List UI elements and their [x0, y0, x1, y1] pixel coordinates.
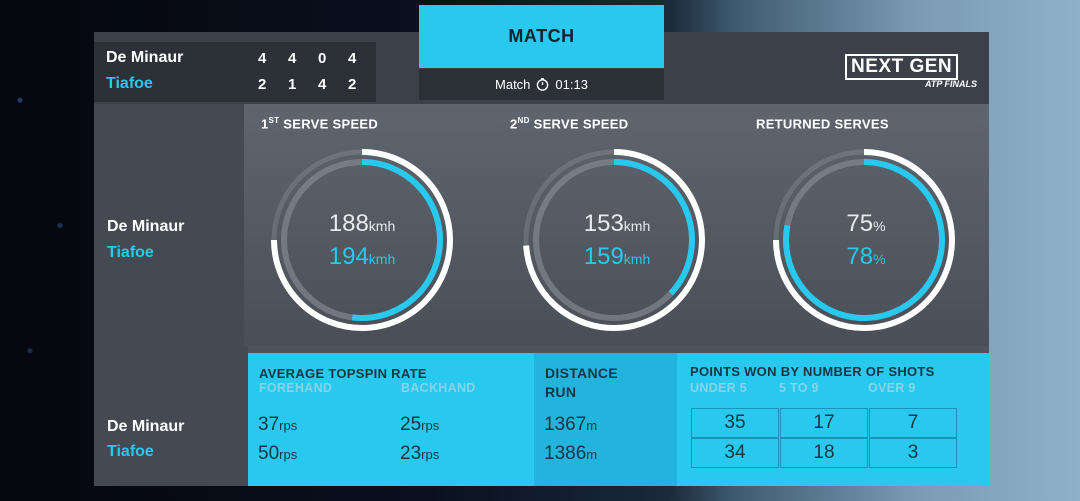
gauge-p1-arc	[271, 149, 453, 331]
gauge-player1-name: De Minaur	[107, 218, 185, 235]
gauge-title-rule	[900, 118, 976, 129]
match-time: 01:13	[555, 77, 588, 92]
logo-title: NEXT GEN	[845, 54, 959, 80]
logo-subtitle: ATP FINALS	[925, 79, 977, 89]
gauge-player-labels	[94, 104, 244, 346]
score-p1-set3: 0	[318, 50, 327, 67]
gauge3-p1-value: 75%	[846, 210, 886, 237]
col-under5: UNDER 5	[690, 381, 747, 395]
score-p2-set1: 2	[258, 76, 267, 93]
gauge-returned-serves	[773, 149, 955, 331]
gauge-p1-arc	[773, 149, 955, 331]
col-5to9: 5 TO 9	[779, 381, 819, 395]
p2-5to9: 18	[780, 438, 868, 468]
gauge-title-second-serve: 2ND SERVE SPEED	[510, 116, 629, 132]
gauge-p2-arc	[613, 159, 695, 296]
topspin-title: AVERAGE TOPSPIN RATE	[259, 366, 427, 381]
gauge-title-first-serve: 1ST SERVE SPEED	[261, 116, 379, 132]
points-card: POINTS WON BY NUMBER OF SHOTS UNDER 5 5 …	[677, 353, 989, 486]
distance-card: DISTANCE RUN 1367m 1386m	[534, 353, 677, 486]
gauge3-p2-value: 78%	[846, 243, 886, 270]
gauge-first-serve	[271, 149, 453, 331]
gauge-title-rule	[639, 118, 747, 129]
match-label: Match	[495, 77, 531, 92]
match-tab[interactable]: MATCH	[419, 5, 664, 68]
gauge1-p1-value: 188kmh	[328, 210, 396, 237]
p1-distance-value: 1367m	[544, 414, 598, 435]
gauge2-p1-value: 153kmh	[583, 210, 651, 237]
score-p1-set4: 4	[348, 50, 357, 67]
gauge-p2-arc	[783, 159, 945, 321]
gauge1-p2-value: 194kmh	[328, 243, 396, 270]
clock-icon	[537, 78, 549, 91]
score-p2-set2: 1	[288, 76, 297, 93]
p2-over9: 3	[869, 438, 957, 468]
gauge-title-returned-serves: RETURNED SERVES	[756, 116, 889, 132]
p1-forehand-value: 37rps	[258, 414, 298, 435]
p2-distance-value: 1386m	[544, 443, 598, 464]
gauge-second-serve	[523, 149, 705, 331]
p1-over9: 7	[869, 408, 957, 438]
p2-backhand-value: 23rps	[400, 443, 440, 464]
gauges-area	[244, 104, 989, 346]
score-p1-set2: 4	[288, 50, 297, 67]
bottom-player-labels	[94, 346, 248, 486]
p1-5to9: 17	[780, 408, 868, 438]
distance-title-2: RUN	[545, 384, 577, 400]
forehand-label: FOREHAND	[259, 381, 333, 395]
background-lights	[0, 0, 100, 501]
gauge-p1-arc	[523, 149, 705, 331]
score-p2-set4: 2	[348, 76, 357, 93]
score-p2-set3: 4	[318, 76, 327, 93]
score-p1-set1: 4	[258, 50, 267, 67]
score-player2-name: Tiafoe	[106, 75, 153, 92]
score-player1-name: De Minaur	[106, 49, 184, 66]
p2-forehand-value: 50rps	[258, 443, 298, 464]
bottom-player2-name: Tiafoe	[107, 443, 154, 460]
distance-title-1: DISTANCE	[545, 365, 618, 381]
points-title: POINTS WON BY NUMBER OF SHOTS	[690, 364, 935, 379]
p2-under5: 34	[691, 438, 779, 468]
p1-backhand-value: 25rps	[400, 414, 440, 435]
scoreboard: De Minaur Tiafoe 4 4 0 4 2 1 4 2	[94, 42, 376, 102]
next-gen-logo: NEXT GEN ATP FINALS	[845, 54, 977, 100]
bottom-player1-name: De Minaur	[107, 418, 185, 435]
match-time-bar: Match 01:13	[419, 69, 664, 100]
backhand-label: BACKHAND	[401, 381, 476, 395]
gauge-player2-name: Tiafoe	[107, 244, 154, 261]
col-over9: OVER 9	[868, 381, 916, 395]
topspin-card: AVERAGE TOPSPIN RATE FOREHAND BACKHAND 3…	[248, 353, 534, 486]
p1-under5: 35	[691, 408, 779, 438]
gauge-p2-arc	[351, 159, 443, 321]
gauge-title-rule	[386, 118, 496, 129]
gauge2-p2-value: 159kmh	[583, 243, 651, 270]
